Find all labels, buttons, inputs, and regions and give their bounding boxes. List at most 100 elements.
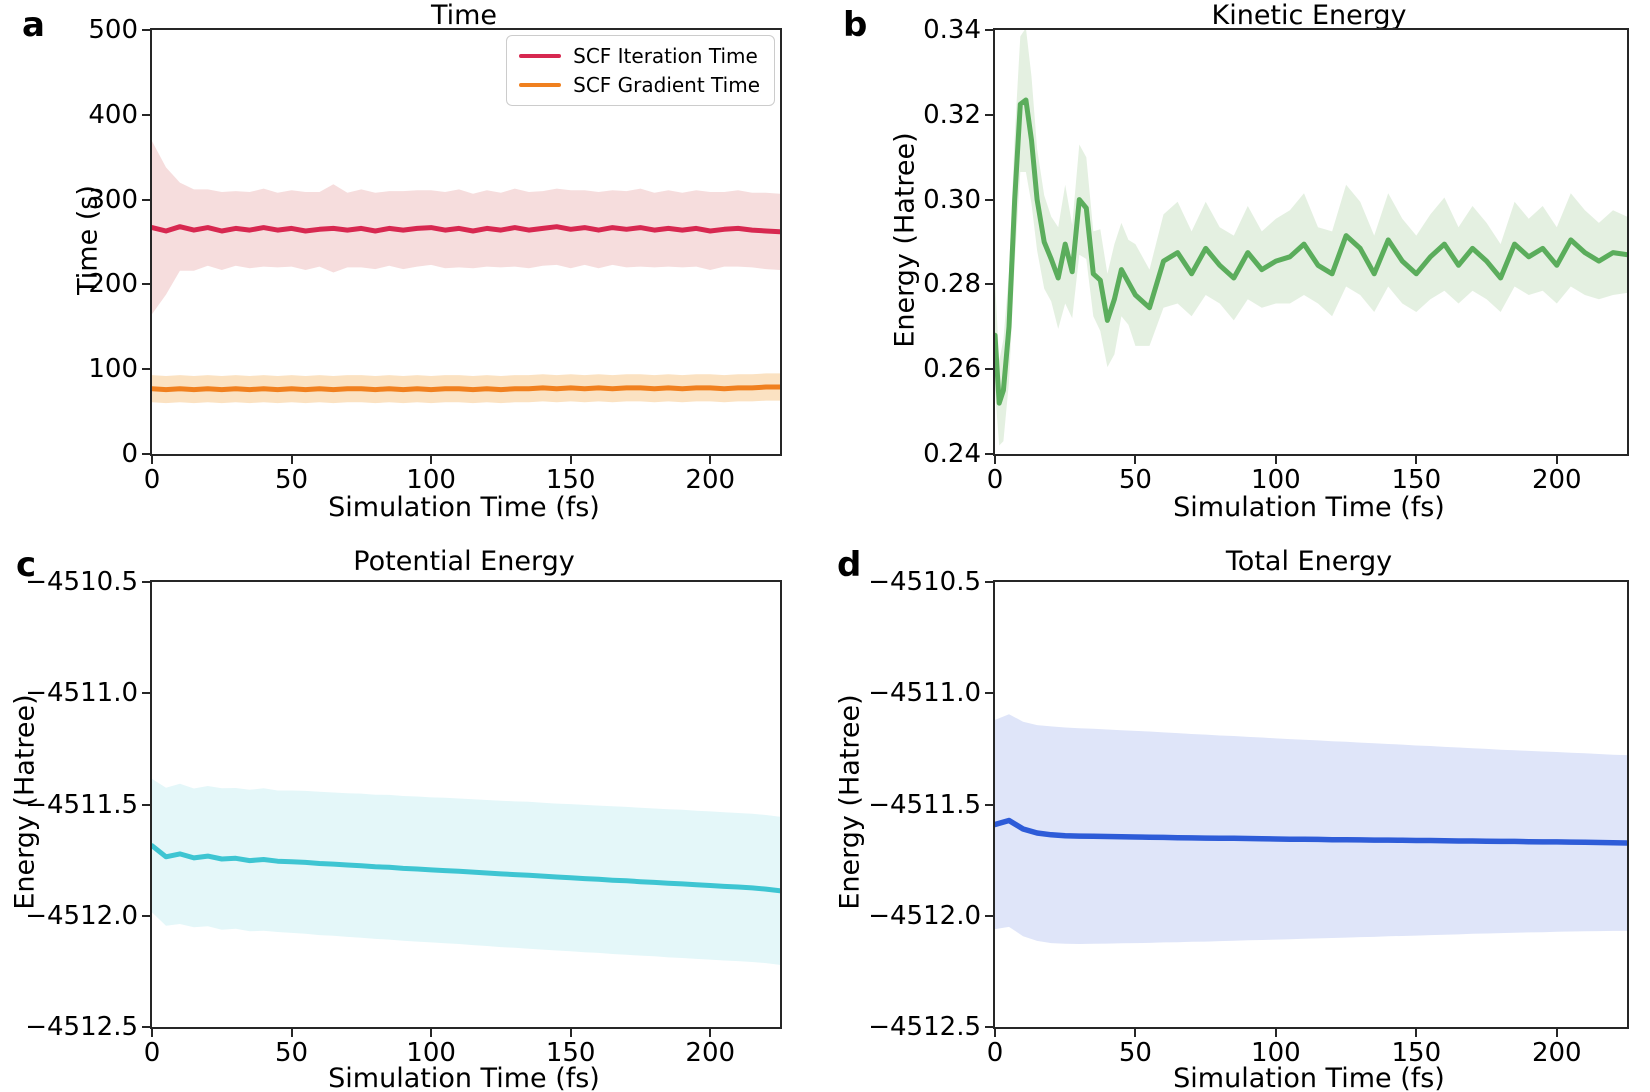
- y-tick-label: −4510.5: [25, 567, 138, 597]
- series-line: [152, 384, 780, 393]
- y-tick-label: −4512.5: [868, 1012, 981, 1042]
- time-chart: [152, 141, 780, 404]
- y-tick-label: 100: [88, 354, 138, 385]
- x-tick-label: 50: [275, 1038, 309, 1068]
- panel-title-kinetic-energy: Kinetic Energy: [1211, 0, 1407, 31]
- y-tick-mark: [142, 453, 150, 455]
- x-tick-mark: [151, 1029, 153, 1037]
- y-tick-label: −4512.5: [25, 1012, 138, 1042]
- confidence-band: [995, 714, 1627, 944]
- x-tick-label: 150: [545, 1038, 596, 1068]
- x-tick-mark: [569, 1029, 572, 1037]
- y-axis-label-kinetic: Energy (Hatree): [889, 132, 921, 348]
- y-tick-label: −4512.0: [868, 900, 981, 931]
- x-tick-label: 150: [1391, 465, 1442, 495]
- x-tick-label: 200: [1531, 465, 1582, 495]
- panel-letter-b: b: [843, 5, 868, 45]
- x-tick-mark: [1555, 1029, 1558, 1037]
- y-tick-mark: [985, 1026, 993, 1028]
- confidence-band: [995, 30, 1627, 446]
- y-tick-mark: [142, 368, 150, 371]
- y-tick-mark: [142, 581, 150, 583]
- x-tick-mark: [1415, 456, 1418, 464]
- y-tick-mark: [985, 198, 993, 201]
- y-tick-mark: [142, 198, 150, 201]
- x-tick-label: 0: [986, 465, 1004, 495]
- x-tick-mark: [994, 1029, 996, 1037]
- y-axis-label-total: Energy (Hatree): [834, 694, 866, 910]
- y-tick-mark: [142, 283, 150, 286]
- x-tick-mark: [1134, 456, 1137, 464]
- y-tick-mark: [985, 368, 993, 371]
- x-tick-label: 100: [1251, 465, 1301, 495]
- y-tick-mark: [142, 914, 150, 917]
- panel-total-energy: d Total Energy Energy (Hatree) Simulatio…: [825, 546, 1650, 1092]
- potential-energy-chart: [152, 778, 780, 965]
- y-tick-mark: [142, 113, 150, 116]
- y-tick-label: −4511.5: [868, 789, 981, 820]
- panel-kinetic-energy: b Kinetic Energy Energy (Hatree) Simulat…: [825, 0, 1650, 546]
- legend-item-scf-gradient: SCF Gradient Time: [519, 75, 760, 95]
- y-tick-label: 0.24: [923, 439, 981, 469]
- series-line: [995, 97, 1627, 406]
- x-tick-mark: [1555, 456, 1558, 464]
- y-tick-mark: [142, 29, 150, 31]
- panel-time: a Time Time (s) SCF Iteration Time SCF G…: [0, 0, 825, 546]
- panel-potential-energy: c Potential Energy Energy (Hatree) Simul…: [0, 546, 825, 1092]
- legend-label-scf-iteration: SCF Iteration Time: [573, 44, 758, 68]
- legend-item-scf-iteration: SCF Iteration Time: [519, 46, 760, 66]
- y-tick-mark: [985, 453, 993, 455]
- x-tick-label: 100: [406, 465, 456, 495]
- x-tick-mark: [1274, 1029, 1277, 1037]
- y-tick-mark: [985, 914, 993, 917]
- panel-letter-a: a: [22, 5, 45, 45]
- y-tick-mark: [142, 1026, 150, 1028]
- y-tick-label: 200: [88, 269, 138, 300]
- y-tick-label: −4511.0: [25, 678, 138, 709]
- total-energy-chart: [995, 714, 1627, 944]
- x-axis-label-total: Simulation Time (fs): [1173, 1063, 1445, 1092]
- x-tick-label: 50: [1118, 1038, 1152, 1068]
- y-tick-label: −4512.0: [25, 900, 138, 931]
- y-tick-label: 0.28: [923, 269, 981, 300]
- y-tick-label: 500: [88, 15, 138, 45]
- series-line: [995, 817, 1627, 846]
- x-tick-mark: [709, 1029, 712, 1037]
- x-tick-label: 50: [275, 465, 309, 495]
- plot-area-total: [993, 580, 1629, 1029]
- y-tick-mark: [142, 803, 150, 806]
- x-tick-label: 100: [1251, 1038, 1301, 1068]
- y-tick-label: −4510.5: [868, 567, 981, 597]
- series-line: [152, 224, 780, 235]
- x-tick-label: 0: [143, 1038, 161, 1068]
- y-tick-label: 0: [121, 439, 138, 469]
- x-tick-mark: [290, 1029, 293, 1037]
- x-tick-label: 0: [143, 465, 161, 495]
- x-tick-mark: [430, 1029, 433, 1037]
- y-tick-mark: [985, 581, 993, 583]
- x-tick-mark: [1415, 1029, 1418, 1037]
- x-tick-label: 200: [685, 465, 736, 495]
- x-tick-label: 150: [545, 465, 596, 495]
- panel-title-time: Time: [430, 0, 498, 31]
- y-tick-label: 0.30: [923, 184, 981, 215]
- panel-title-total-energy: Total Energy: [1225, 546, 1393, 577]
- x-tick-mark: [709, 456, 712, 464]
- x-tick-mark: [430, 456, 433, 464]
- y-tick-mark: [985, 29, 993, 31]
- y-tick-mark: [142, 692, 150, 695]
- x-tick-mark: [290, 456, 293, 464]
- x-tick-mark: [569, 456, 572, 464]
- x-tick-label: 100: [406, 1038, 456, 1068]
- y-tick-label: 300: [88, 184, 138, 215]
- plot-area-time: SCF Iteration Time SCF Gradient Time: [150, 28, 782, 456]
- x-tick-label: 0: [986, 1038, 1004, 1068]
- x-tick-label: 50: [1118, 465, 1152, 495]
- y-tick-label: −4511.5: [25, 789, 138, 820]
- legend: SCF Iteration Time SCF Gradient Time: [506, 35, 775, 106]
- panel-title-potential-energy: Potential Energy: [353, 546, 575, 577]
- x-tick-mark: [994, 456, 996, 464]
- x-tick-label: 150: [1391, 1038, 1442, 1068]
- x-tick-label: 200: [1531, 1038, 1582, 1068]
